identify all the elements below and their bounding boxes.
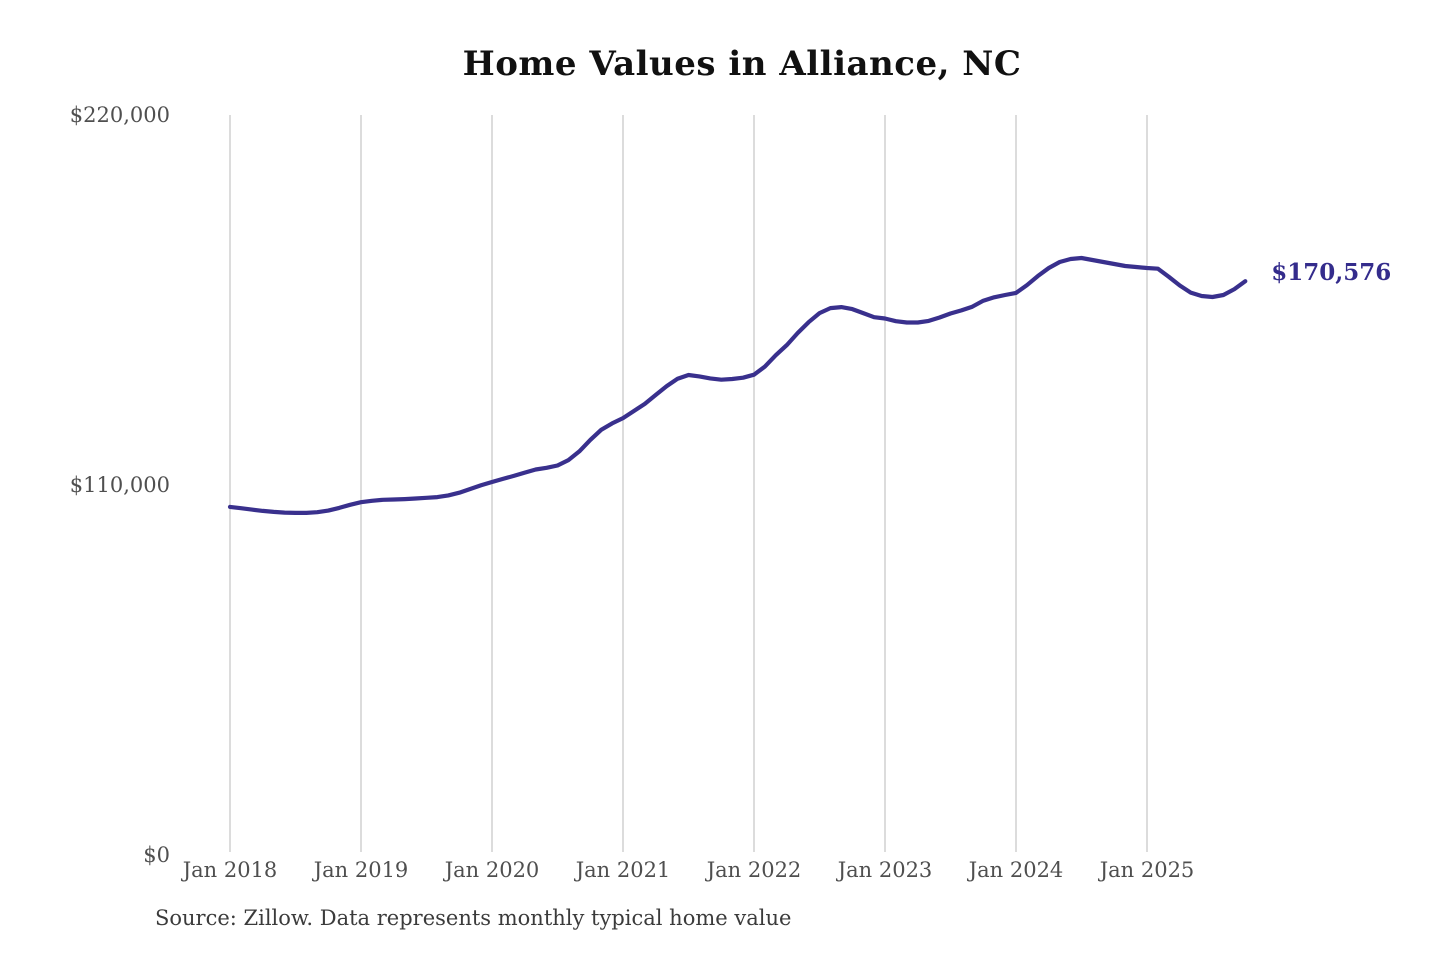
chart-title: Home Values in Alliance, NC <box>462 44 1022 84</box>
source-note: Source: Zillow. Data represents monthly … <box>155 906 792 930</box>
end-value-label: $170,576 <box>1271 259 1392 287</box>
home-value-line <box>227 255 1248 515</box>
